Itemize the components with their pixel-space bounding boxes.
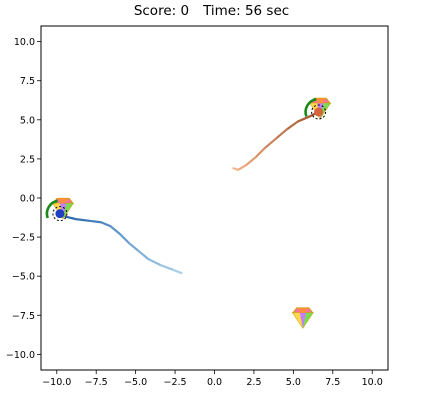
y-tick-label: 2.5 bbox=[20, 154, 35, 165]
blue-agent-heading-arc bbox=[45, 199, 59, 219]
y-tick-label: −7.5 bbox=[12, 311, 35, 322]
orange-agent-trail-segment bbox=[263, 137, 278, 150]
blue-agent-trail-segment bbox=[172, 268, 183, 275]
x-tick-label: 7.5 bbox=[325, 377, 340, 388]
x-tick-label: 2.5 bbox=[246, 377, 261, 388]
orange-agent-range-ring bbox=[311, 104, 327, 120]
y-tick-label: 5.0 bbox=[20, 115, 35, 126]
x-tick-label: −2.5 bbox=[164, 377, 187, 388]
y-tick-label: −10.0 bbox=[6, 350, 35, 361]
agents-layer bbox=[45, 97, 327, 222]
score-label: Score: 0 bbox=[133, 3, 190, 19]
orange-agent bbox=[304, 97, 327, 120]
y-tick-label: 0.0 bbox=[20, 194, 35, 205]
blue-agent-trail-segment bbox=[65, 215, 77, 221]
hud-title: Score: 0 Time: 56 sec bbox=[0, 0, 423, 24]
blue-agent bbox=[45, 199, 68, 222]
x-tick-label: −7.5 bbox=[85, 377, 108, 388]
blue-agent-trail-segment bbox=[159, 264, 175, 272]
orange-agent-heading-arc bbox=[304, 97, 317, 117]
blue-agent-trail-segment bbox=[74, 218, 90, 222]
gem-lower-right-icon bbox=[291, 307, 314, 329]
orange-agent-trail-segment bbox=[244, 156, 257, 167]
blue-agent-trail-segment bbox=[128, 242, 140, 253]
time-label: Time: 56 sec bbox=[203, 3, 290, 19]
orange-agent-body bbox=[314, 107, 324, 117]
orange-agent-trail-segment bbox=[237, 164, 248, 171]
x-axis-ticks: −10.0 −7.5 −5.0 −2.5 0.0 2.5 5.0 7.5 10.0 bbox=[42, 370, 383, 388]
orange-agent-trail-segment bbox=[254, 146, 267, 159]
blue-agent-trail-segment bbox=[109, 225, 121, 236]
x-tick-label: −10.0 bbox=[42, 377, 71, 388]
plot-frame bbox=[40, 25, 389, 371]
blue-agent-trail-segment bbox=[118, 232, 131, 245]
x-tick-label: 10.0 bbox=[362, 377, 383, 388]
x-tick-label: 5.0 bbox=[286, 377, 301, 388]
blue-agent-trail-segment bbox=[87, 219, 103, 224]
blue-agent-body bbox=[55, 209, 65, 219]
y-tick-label: 10.0 bbox=[14, 37, 35, 48]
y-tick-label: −5.0 bbox=[12, 272, 35, 283]
y-axis-ticks: 10.0 7.5 5.0 2.5 0.0 −2.5 −5.0 −7.5 −10.0 bbox=[6, 37, 41, 361]
blue-agent-trail-segment bbox=[147, 257, 162, 267]
orange-agent-trail-segment bbox=[274, 128, 289, 140]
y-tick-label: 7.5 bbox=[20, 76, 35, 87]
blue-agent-trail-segment bbox=[137, 250, 150, 261]
trails-layer bbox=[58, 110, 320, 275]
x-tick-label: −5.0 bbox=[124, 377, 147, 388]
orange-agent-trail-segment bbox=[285, 120, 300, 131]
orange-agent-trail-segment bbox=[296, 115, 311, 123]
orange-agent-trail-segment bbox=[232, 167, 240, 171]
y-tick-label: −2.5 bbox=[12, 233, 35, 244]
blue-agent-trail-segment bbox=[99, 221, 112, 228]
x-tick-label: 0.0 bbox=[207, 377, 222, 388]
blue-agent-range-ring bbox=[52, 206, 68, 222]
